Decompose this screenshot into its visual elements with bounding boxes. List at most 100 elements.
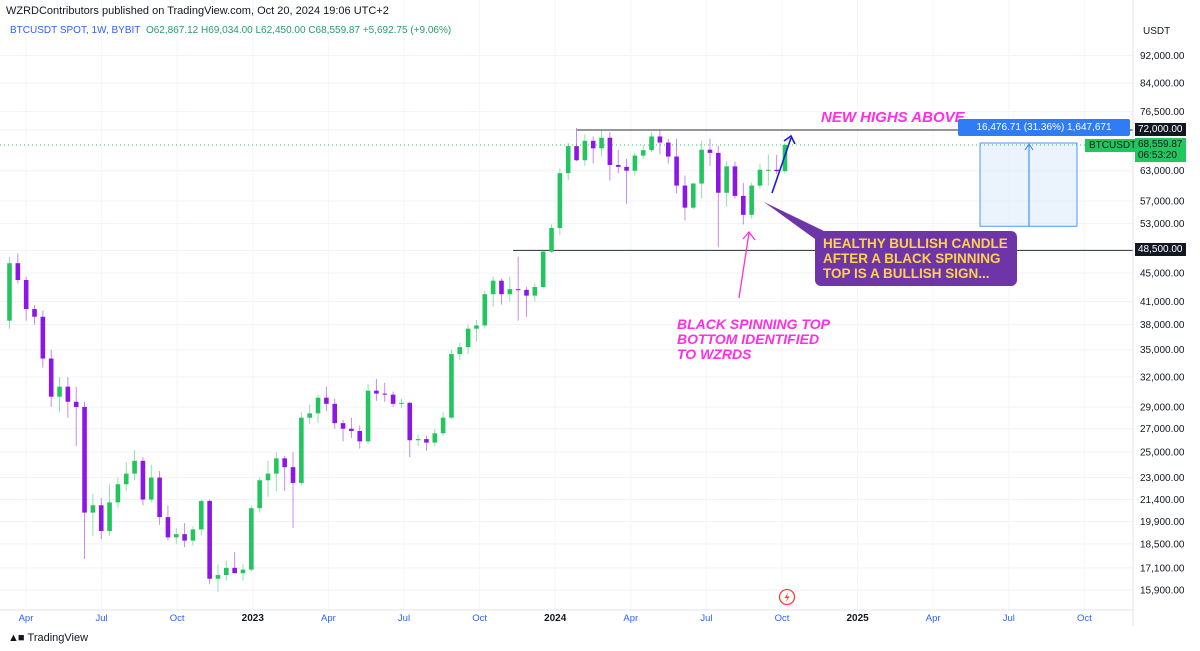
plot-area[interactable]: [0, 0, 1133, 610]
candle-body: [615, 164, 621, 167]
candle-body: [7, 263, 12, 321]
price-tick-label: 25,000.00: [1140, 448, 1185, 459]
lightning-icon[interactable]: [778, 588, 796, 606]
candle-body: [399, 402, 404, 404]
candle-body: [640, 150, 646, 156]
candle-body: [624, 166, 629, 171]
price-tick-label: 84,000.00: [1140, 79, 1185, 90]
candle-body: [582, 140, 588, 161]
time-tick-label: Apr: [19, 613, 34, 624]
candle-body: [23, 280, 29, 310]
time-tick-label: Jul: [96, 613, 108, 624]
candle-body: [190, 529, 196, 541]
time-axis[interactable]: Apr Jul Oct 2023 Apr Jul Oct 2024 Apr Jul Oct 2025 A…: [19, 613, 1093, 624]
measure-label[interactable]: 16,476.71 (31.36%) 1,647,671: [958, 119, 1130, 136]
candle-body: [699, 149, 704, 184]
candle-body: [340, 423, 346, 429]
publisher-line: WZRDContributors published on TradingVie…: [6, 5, 389, 17]
candle-body: [407, 402, 413, 441]
candle-body: [173, 534, 179, 538]
time-tick-label: Oct: [1077, 613, 1092, 624]
price-tick-label: 38,000.00: [1140, 320, 1185, 331]
time-tick-label: 2025: [846, 613, 869, 624]
candle-body: [440, 417, 446, 434]
candle-body: [290, 467, 296, 483]
candle-body: [57, 386, 62, 397]
tradingview-brand[interactable]: ▲■ TradingView: [8, 632, 88, 644]
candle-body: [148, 477, 154, 500]
candle-body: [432, 433, 438, 443]
candle-body: [274, 458, 279, 474]
resistance-price-tag[interactable]: 72,000.00: [1135, 123, 1186, 136]
bullish-callout: HEALTHY BULLISH CANDLE AFTER A BLACK SPI…: [815, 231, 1017, 286]
candle-body: [198, 500, 204, 530]
annotation-arrows: [738, 134, 826, 299]
candle-body: [15, 263, 21, 281]
candle-body: [123, 473, 129, 485]
price-tick-label: 53,000.00: [1140, 219, 1185, 230]
candle-body: [315, 397, 321, 414]
last-price-value: 68,559.87: [1138, 139, 1183, 150]
candle-body: [65, 386, 71, 402]
candle-body: [32, 309, 37, 317]
spinning-line-1: BLACK SPINNING TOP: [677, 316, 830, 332]
spinning-top-note: BLACK SPINNING TOP BOTTOM IDENTIFIED TO …: [677, 317, 830, 362]
candle-body: [749, 185, 754, 215]
candle-body: [207, 500, 212, 579]
time-tick-label: Oct: [775, 613, 790, 624]
candle-body: [607, 137, 613, 165]
price-axis[interactable]: 92,000.0084,000.0076,500.0072,000.0063,0…: [1140, 51, 1185, 597]
candle-body: [724, 166, 729, 193]
price-tick-label: 41,000.00: [1140, 297, 1185, 308]
candle-body: [540, 251, 546, 288]
candle-body: [165, 517, 171, 538]
symbol-price-tag[interactable]: BTCUSDT: [1085, 139, 1141, 152]
candle-body: [424, 439, 429, 443]
candle-body: [332, 403, 338, 424]
candle-body: [524, 289, 529, 296]
candle-body: [48, 358, 54, 397]
price-tick-label: 35,000.00: [1140, 345, 1185, 356]
time-tick-label: Jul: [700, 613, 712, 624]
candle-body: [549, 227, 554, 252]
candle-body: [649, 136, 654, 151]
price-tick-label: 21,400.00: [1140, 495, 1185, 506]
candle-body: [457, 347, 463, 355]
candle-body: [499, 280, 504, 295]
last-price-tag[interactable]: 68,559.87 06:53:20: [1135, 138, 1186, 162]
price-tick-label: 27,000.00: [1140, 424, 1185, 435]
new-highs-note: NEW HIGHS ABOVE: [821, 109, 965, 126]
candle-body: [782, 144, 788, 172]
candle-series: [7, 127, 788, 592]
candle-body: [374, 390, 379, 394]
candle-body: [232, 567, 237, 574]
price-tick-label: 45,000.00: [1140, 269, 1185, 280]
time-tick-label: 2024: [544, 613, 567, 624]
candle-body: [282, 458, 287, 468]
candle-body: [299, 417, 304, 483]
brand-label: TradingView: [27, 632, 89, 644]
time-tick-label: Apr: [321, 613, 336, 624]
spinning-top-arrowhead: [742, 230, 756, 241]
symbol-label[interactable]: BTCUSDT SPOT, 1W, BYBIT: [10, 25, 141, 36]
candle-body: [732, 166, 738, 196]
price-tick-label: 76,500.00: [1140, 107, 1185, 118]
candle-body: [482, 294, 488, 326]
candle-body: [766, 169, 771, 171]
currency-label[interactable]: USDT: [1143, 26, 1171, 37]
candle-body: [90, 505, 96, 513]
candle-body: [224, 567, 229, 576]
price-tick-label: 63,000.00: [1140, 166, 1185, 177]
candle-body: [515, 289, 521, 291]
candle-body: [182, 534, 187, 541]
candle-body: [741, 195, 746, 215]
candle-body: [390, 394, 396, 404]
candle-body: [40, 316, 46, 359]
support-price-tag[interactable]: 48,500.00: [1135, 243, 1186, 256]
callout-line-3: TOP IS A BULLISH SIGN...: [823, 266, 990, 281]
measure-range-box: [979, 142, 1078, 227]
new-highs-arrowhead: [783, 134, 796, 145]
ohlc-values: O62,867.12 H69,034.00 L62,450.00 C68,559…: [145, 25, 452, 36]
measure-arrow-head: [1024, 143, 1034, 151]
